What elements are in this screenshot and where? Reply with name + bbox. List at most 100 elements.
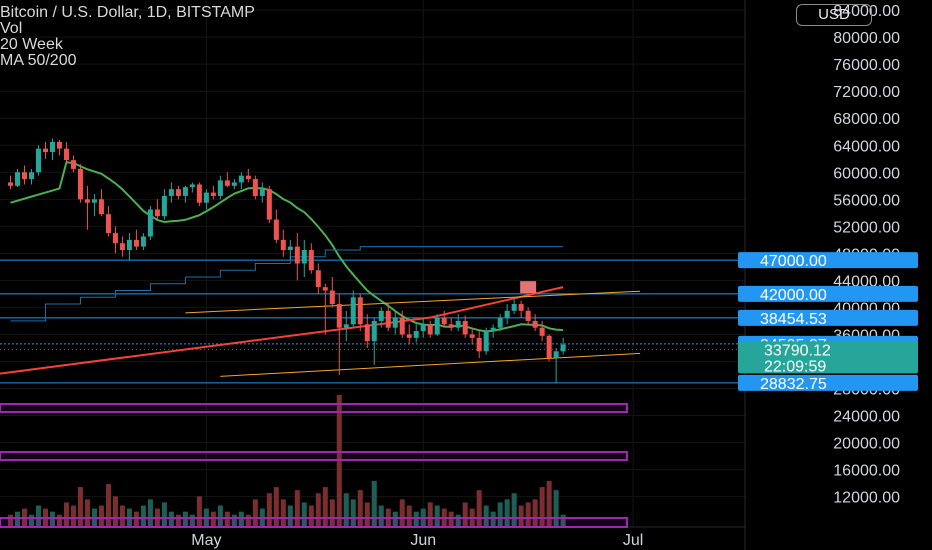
- candle-body: [420, 324, 426, 332]
- candle-body: [133, 239, 139, 247]
- candle-body: [560, 344, 566, 352]
- volume-bar: [490, 511, 496, 527]
- grid-lines: [0, 0, 746, 550]
- candle-body: [525, 310, 531, 321]
- purple-range-boxes: [0, 403, 628, 528]
- y-tick-label: 24000.00: [833, 409, 900, 426]
- volume-bar: [546, 480, 552, 527]
- candle-body: [322, 287, 328, 291]
- candle-body: [406, 334, 412, 338]
- volume-bar: [504, 499, 510, 527]
- symbol-title: Bitcoin / U.S. Dollar, 1D, BITSTAMP: [0, 4, 255, 21]
- candle-body: [427, 324, 433, 335]
- volume-bar: [483, 505, 489, 527]
- upper-trendline: [185, 290, 641, 314]
- volume-bar: [378, 505, 384, 527]
- volume-bar: [98, 505, 104, 527]
- price-tag: [738, 285, 918, 302]
- candle-body: [14, 172, 21, 186]
- volume-bar: [392, 511, 398, 527]
- volume-bar: [329, 499, 335, 527]
- candle-body: [210, 192, 216, 196]
- candle-body: [154, 209, 160, 217]
- candle-body: [329, 290, 335, 305]
- candlesticks: [7, 138, 566, 384]
- candle-body: [245, 175, 251, 180]
- twenty-week-line: [10, 246, 564, 322]
- volume-bar: [357, 490, 363, 527]
- volume-bar: [217, 505, 223, 527]
- volume-bar: [35, 505, 41, 527]
- last-price-tag: [738, 341, 918, 374]
- candle-body: [182, 187, 188, 196]
- volume-bar: [371, 480, 377, 527]
- volume-bar: [28, 514, 34, 527]
- indicator-vol[interactable]: Vol: [0, 20, 23, 37]
- volume-bar: [161, 502, 167, 527]
- candle-body: [413, 331, 419, 338]
- lower-trendline: [220, 352, 641, 377]
- volume-bar: [168, 511, 174, 527]
- volume-bar: [434, 505, 440, 527]
- candle-body: [462, 320, 468, 335]
- candle-body: [455, 320, 461, 328]
- volume-bar: [273, 487, 279, 527]
- volume-bar: [350, 499, 356, 527]
- volume-bar: [560, 514, 566, 527]
- candle-body: [497, 317, 503, 328]
- candle-body: [511, 304, 517, 311]
- last-price-value: 33790.12: [764, 342, 831, 359]
- volume-bar: [476, 490, 482, 527]
- price-tag-label: 47000.00: [760, 253, 827, 270]
- volume-bar: [224, 511, 230, 527]
- volume-bar: [406, 505, 412, 527]
- candle-body: [476, 337, 482, 352]
- candle-body: [119, 243, 125, 250]
- price-tag-label: 38454.53: [760, 311, 827, 328]
- candle-body: [315, 270, 321, 288]
- candle-body: [217, 180, 223, 196]
- volume-bar: [287, 505, 293, 527]
- candle-body: [91, 199, 97, 203]
- volume-bar: [189, 514, 195, 527]
- volume-bar: [140, 505, 146, 527]
- volume-bar: [266, 493, 272, 527]
- candle-body: [77, 168, 83, 200]
- volume-bar: [147, 499, 153, 527]
- candle-body: [532, 320, 538, 328]
- price-tag: [738, 309, 918, 326]
- candle-body: [399, 317, 405, 335]
- x-tick-label: May: [191, 532, 221, 549]
- candle-body: [140, 236, 146, 247]
- price-labels: 47000.0042000.0038454.5334595.3728832.75…: [738, 252, 918, 393]
- volume-bar: [511, 493, 517, 527]
- candle-body: [70, 160, 76, 169]
- candle-body: [224, 180, 230, 186]
- ma-50-line: [10, 161, 564, 333]
- price-tag: [738, 374, 918, 391]
- trendlines: [185, 281, 641, 377]
- candle-body: [287, 246, 293, 250]
- candle-body: [434, 317, 440, 335]
- currency-button[interactable]: USD: [796, 4, 872, 26]
- y-tick-label: 52000.00: [833, 219, 900, 236]
- indicator-ma[interactable]: MA 50/200: [0, 52, 77, 69]
- volume-bar: [399, 499, 405, 527]
- candle-body: [105, 214, 111, 234]
- candle-body: [231, 182, 237, 186]
- candle-body: [350, 297, 356, 325]
- volume-bar: [322, 487, 328, 527]
- indicator-20-week[interactable]: 20 Week: [0, 36, 63, 53]
- time-axis[interactable]: May Jun Jul: [191, 532, 643, 549]
- y-tick-label: 60000.00: [833, 165, 900, 182]
- candle-body: [56, 141, 62, 149]
- price-tag: [738, 252, 918, 269]
- candle-body: [273, 219, 279, 240]
- y-tick-label: 80000.00: [833, 30, 900, 47]
- volume-bar: [182, 511, 188, 527]
- candle-body: [63, 148, 69, 161]
- candle-body: [553, 351, 559, 359]
- candle-body: [238, 175, 244, 183]
- volume-bar: [252, 499, 258, 527]
